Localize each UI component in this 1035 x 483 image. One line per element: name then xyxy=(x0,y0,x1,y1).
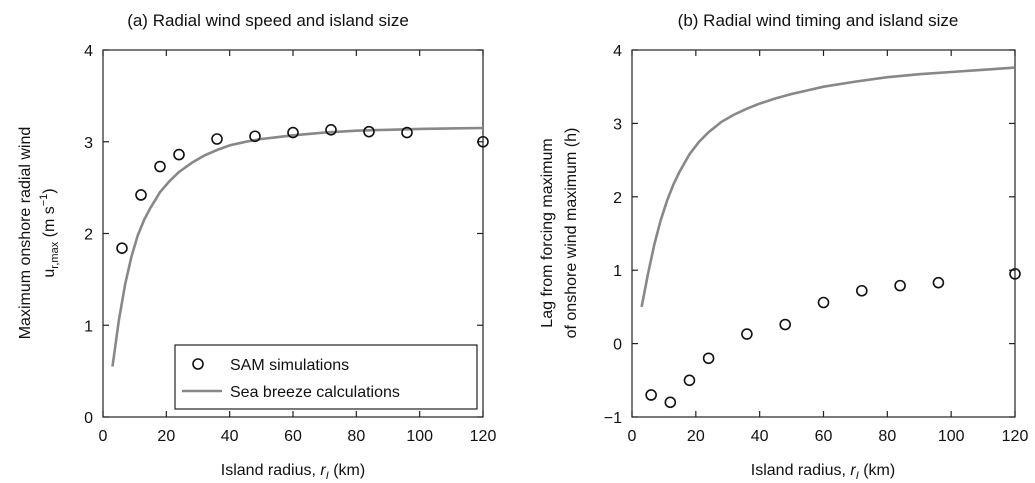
panel-b-title: (b) Radial wind timing and island size xyxy=(678,11,959,30)
panel-a-sam-point xyxy=(287,126,299,139)
panel-b-xtick-label: 100 xyxy=(938,428,965,445)
panel-b: (b) Radial wind timing and island size 0… xyxy=(539,11,1028,482)
panel-b-sam-point xyxy=(855,284,868,297)
panel-b-sam-point xyxy=(894,279,906,292)
panel-b-ytick-label: 3 xyxy=(613,116,622,133)
panel-b-ylabel-line1: Lag from forcing maximum xyxy=(539,138,556,327)
panel-a-sam-point xyxy=(477,135,489,148)
legend-label-seabreeze: Sea breeze calculations xyxy=(230,384,400,401)
panel-a-curve-layer xyxy=(111,126,484,367)
legend-label-sam: SAM simulations xyxy=(230,357,349,374)
panel-a-sam-point xyxy=(211,133,223,145)
panel-a-ticks: 0 20 40 60 80 100 120 0 1 2 3 4 xyxy=(84,43,496,445)
panel-b-sam-point xyxy=(779,318,792,331)
panel-a-sam-point xyxy=(325,124,337,136)
panel-b-xtick-label: 120 xyxy=(1002,428,1029,445)
panel-a-marker-layer xyxy=(116,124,489,254)
panel-b-sam-point xyxy=(664,396,677,409)
panel-a-ytick-label: 3 xyxy=(84,135,93,152)
panel-a-xtick-label: 100 xyxy=(406,428,433,445)
panel-b-sam-point xyxy=(702,352,715,365)
panel-a-ytick-label: 2 xyxy=(84,227,93,244)
panel-a-sam-point xyxy=(154,160,166,173)
panel-a-xtick-label: 20 xyxy=(157,428,175,445)
panel-a-sam-point xyxy=(249,130,261,143)
panel-b-ylabel: Lag from forcing maximum of onshore wind… xyxy=(539,128,580,339)
panel-b-ytick-label: −1 xyxy=(604,410,622,427)
legend-marker-sam xyxy=(192,358,204,370)
panel-a-sam-point xyxy=(363,125,375,138)
panel-a-sam-point xyxy=(401,126,413,139)
panel-a-ytick-label: 4 xyxy=(84,43,93,60)
panel-b-xtick-label: 20 xyxy=(687,428,705,445)
panel-b-ylabel-line2: of onshore wind maximum (h) xyxy=(563,128,580,339)
legend-box xyxy=(174,344,478,410)
panel-a-legend: SAM simulations Sea breeze calculations xyxy=(174,344,478,410)
panel-a-xtick-label: 0 xyxy=(99,428,108,445)
panel-b-xtick-label: 0 xyxy=(628,428,637,445)
panel-a-xlabel: Island radius, rI (km) xyxy=(221,462,365,482)
panel-b-sam-point xyxy=(932,276,945,289)
panel-a-sam-point xyxy=(116,242,128,254)
panel-b-plot-frame xyxy=(631,49,1016,418)
panel-b-xtick-label: 60 xyxy=(815,428,833,445)
panel-a-sam-point xyxy=(173,148,185,161)
panel-a-ytick-label: 1 xyxy=(84,318,93,335)
panel-a-ytick-label: 0 xyxy=(84,410,93,427)
panel-a-sea-breeze-curve xyxy=(111,126,484,367)
panel-b-xlabel: Island radius, rI (km) xyxy=(751,462,895,482)
panel-a-ylabel: Maximum onshore radial wind ur,max (m s−… xyxy=(17,127,61,340)
panel-a-sam-point xyxy=(135,189,147,201)
panel-a-xtick-label: 40 xyxy=(221,428,239,445)
panel-b-ytick-label: 1 xyxy=(613,263,622,280)
panel-b-sam-point xyxy=(645,389,657,401)
panel-a-ylabel-line1: Maximum onshore radial wind xyxy=(17,127,34,340)
panel-b-ticks: 0 20 40 60 80 100 120 −1 0 1 2 3 4 xyxy=(604,43,1029,445)
panel-b-ytick-label: 0 xyxy=(613,337,622,354)
panel-a-title: (a) Radial wind speed and island size xyxy=(127,11,409,30)
panel-b-sam-point xyxy=(1009,268,1021,280)
panel-a: (a) Radial wind speed and island size 0 2… xyxy=(17,11,496,482)
panel-b-xtick-label: 80 xyxy=(878,428,896,445)
panel-b-ytick-label: 2 xyxy=(613,190,622,207)
panel-a-xtick-label: 80 xyxy=(347,428,365,445)
panel-b-sea-breeze-curve xyxy=(640,66,1016,308)
panel-b-sam-point xyxy=(741,328,753,340)
panel-b-sam-point xyxy=(683,374,696,387)
panel-a-ylabel-line2: ur,max (m s−1) xyxy=(38,188,61,277)
panel-a-xtick-label: 60 xyxy=(284,428,302,445)
panel-b-marker-layer xyxy=(645,268,1021,409)
panel-a-xtick-label: 120 xyxy=(470,428,497,445)
panel-b-xtick-label: 40 xyxy=(751,428,769,445)
panel-b-curve-layer xyxy=(640,66,1016,308)
panel-b-sam-point xyxy=(817,296,830,309)
panel-b-ytick-label: 4 xyxy=(613,43,622,60)
